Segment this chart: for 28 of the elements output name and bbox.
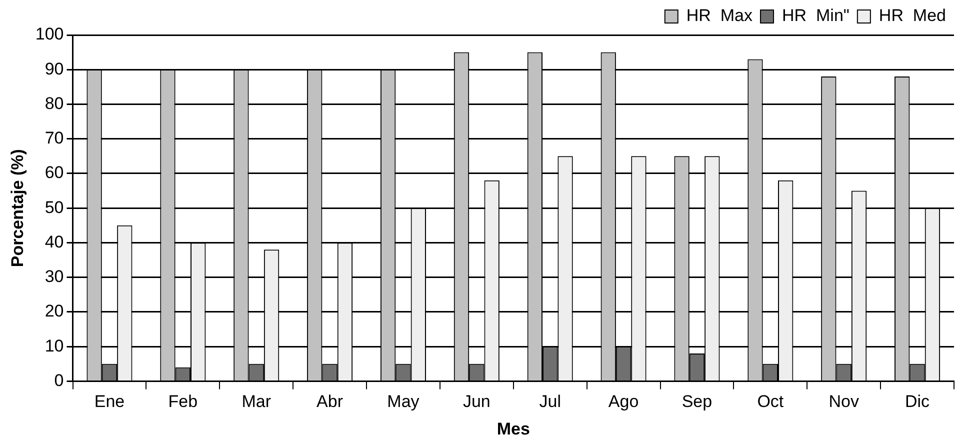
y-tick-label: 100 [35,24,64,44]
y-tick-label: 80 [44,94,64,113]
x-tick-label: Oct [757,392,784,412]
x-tick-label: Nov [828,392,860,412]
x-tick-label: Abr [316,392,344,412]
x-tick-label: May [387,392,420,412]
y-tick-label: 10 [44,336,64,356]
y-tick-label: 50 [44,198,64,217]
y-tick-label: 70 [44,128,64,148]
x-tick-label: Jul [539,392,561,412]
y-tick-label: 30 [44,267,64,286]
x-tick-label: Ago [608,392,639,412]
x-tick-label: Mar [242,392,272,412]
legend-label: HR Max [686,6,753,26]
legend-label: HR Min" [782,6,850,26]
x-tick-label: Ene [94,392,125,412]
y-tick-label: 90 [44,59,64,78]
x-tick-label: Dic [905,392,930,412]
y-tick-label: 20 [44,302,64,321]
x-tick-label: Sep [682,392,712,412]
y-axis-title: Porcentaje (%) [8,149,27,268]
y-tick-label: 0 [54,370,64,390]
y-tick-label: 40 [44,232,64,252]
x-tick-label: Jun [462,392,490,412]
x-axis-title: Mes [496,419,530,438]
legend-label: HR Med [878,6,946,26]
x-tick-label: Feb [168,392,198,412]
y-tick-label: 60 [44,163,64,182]
